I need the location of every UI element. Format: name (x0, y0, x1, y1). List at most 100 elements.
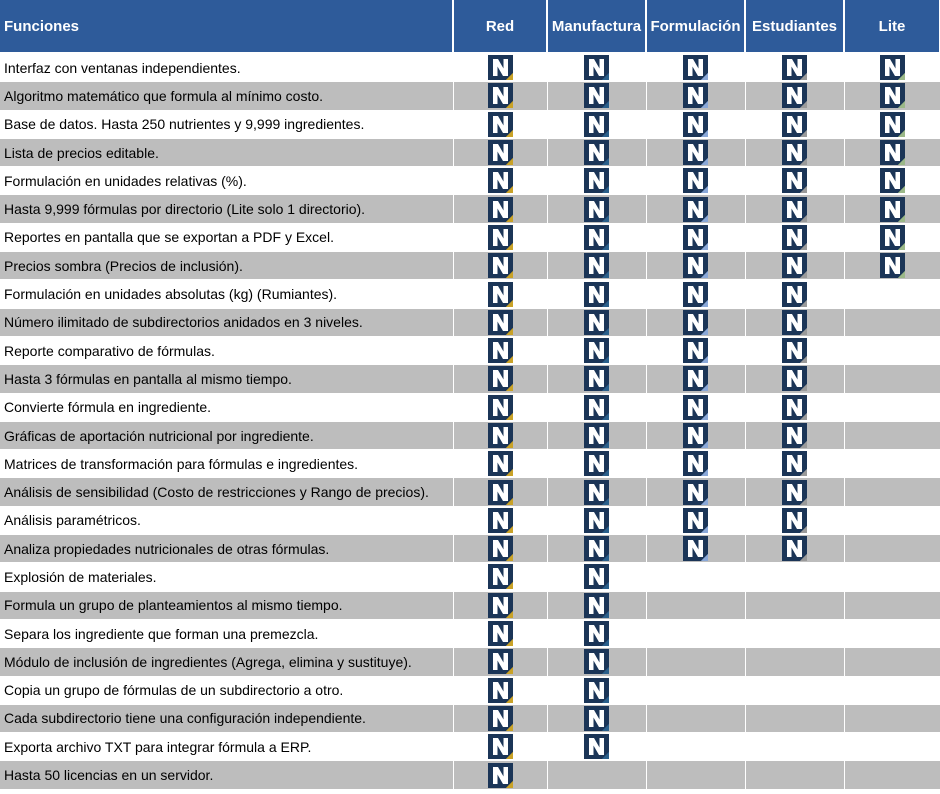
n-logo-icon (782, 338, 807, 364)
n-logo-icon (584, 309, 609, 335)
feature-cell (646, 647, 746, 677)
n-logo-icon (879, 253, 905, 279)
feature-cell (646, 223, 746, 253)
n-logo-icon (487, 168, 513, 194)
feature-cell (453, 223, 548, 253)
n-logo-icon (683, 423, 708, 448)
feature-label: Hasta 9,999 fórmulas por directorio (Lit… (0, 194, 454, 224)
feature-cell (844, 449, 940, 479)
table-row: Formula un grupo de planteamientos al mi… (0, 591, 940, 620)
feature-cell (453, 676, 548, 705)
n-logo-icon (683, 83, 708, 109)
table-row: Reporte comparativo de fórmulas. (0, 336, 940, 366)
feature-cell (453, 647, 548, 677)
feature-cell (453, 251, 548, 281)
n-logo-icon (683, 253, 708, 279)
n-logo-icon (879, 224, 905, 250)
feature-cell (646, 506, 746, 536)
feature-cell (745, 421, 845, 451)
table-row: Formulación en unidades absolutas (kg) (… (0, 279, 940, 309)
feature-cell (547, 449, 647, 479)
header-row: Funciones Red Manufactura Formulación Es… (0, 0, 940, 54)
feature-cell (745, 562, 845, 592)
feature-cell (547, 110, 647, 139)
feature-cell (844, 308, 940, 337)
feature-cell (844, 223, 940, 253)
feature-cell (547, 477, 647, 507)
feature-cell (745, 506, 845, 536)
feature-cell (745, 676, 845, 705)
feature-cell (547, 138, 647, 168)
n-logo-icon (487, 224, 513, 250)
feature-cell (646, 619, 746, 649)
feature-cell (547, 223, 647, 253)
n-logo-icon (782, 196, 807, 222)
n-logo-icon (487, 592, 513, 618)
n-logo-icon (879, 111, 905, 137)
feature-cell (745, 534, 845, 564)
n-logo-icon (487, 479, 513, 505)
n-logo-icon (584, 677, 609, 703)
feature-cell (844, 194, 940, 224)
table-row: Exporta archivo TXT para integrar fórmul… (0, 732, 940, 762)
feature-cell (646, 110, 746, 139)
feature-cell (453, 336, 548, 366)
feature-cell (453, 81, 548, 111)
feature-cell (453, 138, 548, 168)
feature-cell (453, 619, 548, 649)
feature-cell (547, 591, 647, 620)
table-row: Reportes en pantalla que se exportan a P… (0, 223, 940, 253)
n-logo-icon (487, 394, 513, 420)
n-logo-icon (487, 536, 513, 562)
feature-cell (844, 647, 940, 677)
feature-cell (547, 704, 647, 734)
feature-cell (646, 279, 746, 309)
n-logo-icon (782, 366, 807, 392)
n-logo-icon (584, 111, 609, 137)
table-row: Formulación en unidades relativas (%). (0, 166, 940, 196)
n-logo-icon (782, 83, 807, 109)
n-logo-icon (683, 309, 708, 335)
feature-label: Hasta 3 fórmulas en pantalla al mismo ti… (0, 364, 454, 394)
n-logo-icon (487, 734, 513, 760)
header-estudiantes: Estudiantes (745, 0, 845, 54)
n-logo-icon (782, 451, 807, 477)
n-logo-icon (584, 168, 609, 194)
feature-cell (547, 166, 647, 196)
feature-cell (844, 393, 940, 422)
n-logo-icon (487, 338, 513, 364)
feature-cell (745, 166, 845, 196)
feature-cell (646, 449, 746, 479)
feature-cell (745, 619, 845, 649)
feature-label: Explosión de materiales. (0, 562, 454, 592)
feature-cell (646, 393, 746, 422)
feature-cell (745, 760, 845, 790)
feature-cell (453, 364, 548, 394)
feature-cell (453, 562, 548, 592)
feature-cell (453, 393, 548, 422)
feature-cell (844, 477, 940, 507)
header-formulacion: Formulación (646, 0, 746, 54)
feature-cell (745, 647, 845, 677)
feature-cell (745, 53, 845, 83)
feature-cell (453, 449, 548, 479)
feature-label: Separa los ingrediente que forman una pr… (0, 619, 454, 649)
feature-cell (745, 194, 845, 224)
feature-cell (646, 336, 746, 366)
feature-label: Algoritmo matemático que formula al míni… (0, 81, 454, 111)
table-row: Algoritmo matemático que formula al míni… (0, 81, 940, 111)
feature-cell (844, 279, 940, 309)
n-logo-icon (782, 168, 807, 194)
feature-cell (844, 81, 940, 111)
n-logo-icon (782, 536, 807, 562)
n-logo-icon (683, 111, 708, 137)
n-logo-icon (487, 83, 513, 109)
n-logo-icon (683, 196, 708, 222)
header-lite: Lite (844, 0, 940, 54)
n-logo-icon (584, 55, 609, 81)
feature-cell (844, 251, 940, 281)
feature-cell (453, 110, 548, 139)
feature-cell (745, 223, 845, 253)
table-row: Lista de precios editable. (0, 138, 940, 168)
